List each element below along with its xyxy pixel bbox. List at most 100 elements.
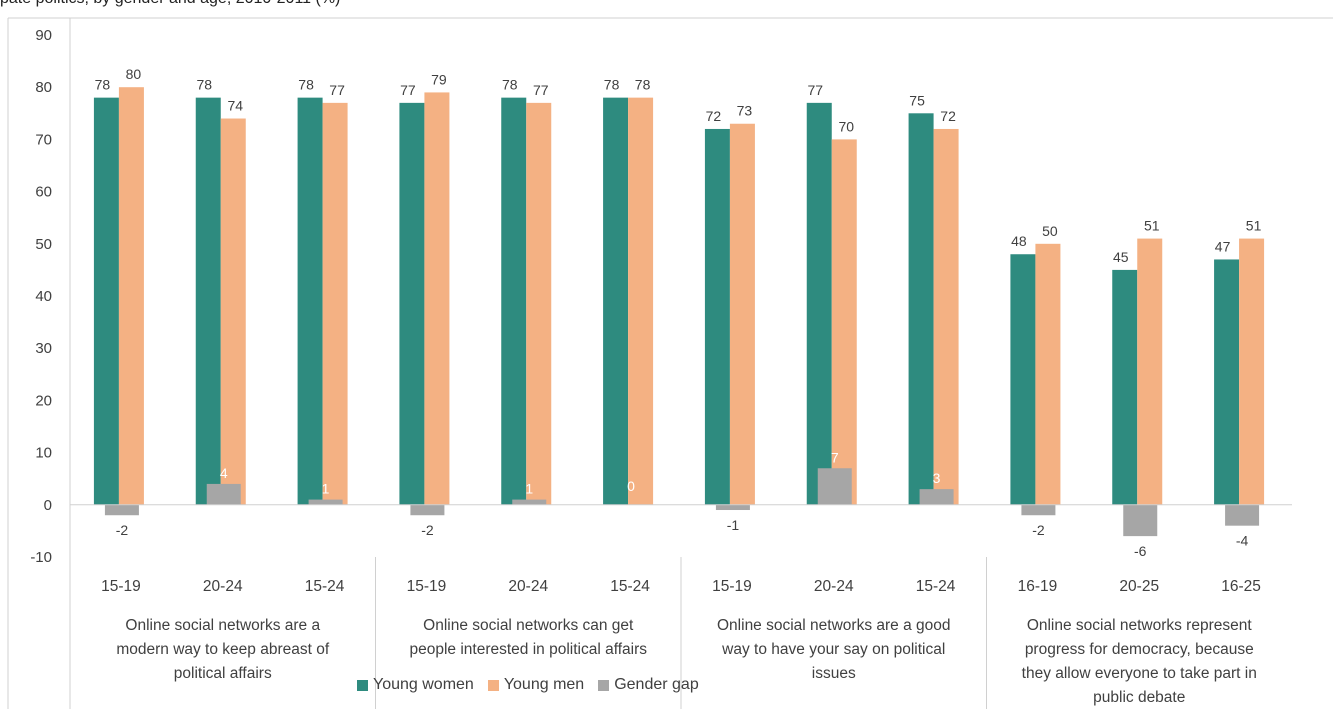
y-tick-label: 80 — [35, 79, 52, 96]
data-label-young-women: 78 — [298, 77, 314, 93]
data-label-gender-gap: 0 — [627, 478, 635, 494]
legend-item: Young men — [487, 676, 585, 694]
x-tick-label: 20-24 — [814, 578, 854, 595]
data-label-young-women: 47 — [1215, 238, 1231, 254]
group-label-line: progress for democracy, because — [1025, 641, 1254, 658]
bar-young-men — [831, 139, 857, 505]
data-label-young-women: 72 — [706, 108, 722, 124]
y-tick-label: 20 — [35, 392, 52, 409]
bar-young-women — [806, 102, 832, 505]
data-label-young-women: 45 — [1113, 249, 1129, 265]
y-tick-label: 60 — [35, 184, 52, 201]
group-label-line: way to have your say on political — [721, 641, 945, 658]
bar-young-men — [220, 118, 246, 505]
bar-young-women — [704, 128, 730, 505]
bar-gender-gap — [410, 504, 445, 516]
group-label-line: political affairs — [174, 665, 272, 682]
y-tick-label: 90 — [35, 27, 52, 44]
bar-gender-gap — [308, 499, 343, 505]
x-tick-label: 15-19 — [712, 578, 752, 595]
bar-gender-gap — [1123, 504, 1158, 537]
data-label-young-men: 70 — [838, 118, 854, 134]
bar-young-women — [603, 97, 629, 505]
data-label-gender-gap: 4 — [220, 465, 228, 481]
bar-gender-gap — [817, 468, 852, 505]
bar-young-women — [501, 97, 527, 505]
legend-swatch — [598, 679, 610, 691]
data-label-young-women: 77 — [400, 82, 416, 98]
x-tick-label: 15-24 — [610, 578, 650, 595]
x-tick-label: 16-19 — [1018, 578, 1058, 595]
bar-gender-gap — [206, 483, 241, 505]
data-label-young-women: 78 — [604, 77, 620, 93]
data-label-young-men: 51 — [1144, 218, 1160, 234]
x-tick-label: 15-24 — [305, 578, 345, 595]
data-label-gender-gap: -2 — [421, 522, 434, 538]
bar-young-men — [628, 97, 654, 505]
y-tick-label: 70 — [35, 131, 52, 148]
x-tick-label: 16-25 — [1221, 578, 1261, 595]
bar-gender-gap — [1225, 504, 1260, 526]
y-tick-label: 10 — [35, 445, 52, 462]
data-label-young-men: 50 — [1042, 223, 1058, 239]
x-tick-label: 20-25 — [1119, 578, 1159, 595]
y-tick-label: -10 — [30, 549, 52, 566]
data-label-gender-gap: -4 — [1236, 533, 1249, 549]
data-label-young-men: 77 — [329, 82, 345, 98]
data-label-young-men: 78 — [635, 77, 651, 93]
data-label-young-men: 77 — [533, 82, 549, 98]
group-label-line: modern way to keep abreast of — [116, 641, 330, 658]
y-tick-label: 30 — [35, 340, 52, 357]
data-label-gender-gap: -6 — [1134, 543, 1147, 559]
y-tick-label: 50 — [35, 236, 52, 253]
x-tick-label: 20-24 — [508, 578, 548, 595]
bar-young-women — [908, 113, 934, 505]
bar-gender-gap — [919, 489, 954, 505]
bar-gender-gap — [1021, 504, 1056, 516]
x-tick-label: 15-19 — [407, 578, 447, 595]
group-label-line: Online social networks are a good — [717, 617, 951, 634]
chart-title-fragment: pate politics, by gender and age, 2010-2… — [0, 0, 340, 8]
bar-young-women — [1010, 254, 1036, 505]
group-label-line: public debate — [1093, 689, 1185, 706]
bar-young-women — [93, 97, 119, 505]
data-label-young-women: 78 — [196, 77, 212, 93]
legend-swatch — [487, 679, 499, 691]
legend-label: Young men — [503, 676, 585, 693]
y-tick-label: 0 — [44, 497, 52, 514]
x-tick-label: 15-24 — [916, 578, 956, 595]
data-label-young-men: 73 — [737, 103, 753, 119]
data-label-young-women: 78 — [95, 77, 111, 93]
data-label-young-men: 74 — [227, 98, 243, 114]
group-label-line: Online social networks can get — [423, 617, 634, 634]
data-label-young-women: 77 — [807, 82, 823, 98]
data-label-gender-gap: -2 — [116, 522, 129, 538]
bar-young-men — [729, 123, 755, 505]
data-label-young-men: 72 — [940, 108, 956, 124]
group-label-line: Online social networks represent — [1027, 617, 1253, 634]
bar-gender-gap — [104, 504, 139, 516]
legend-swatch — [357, 679, 368, 691]
legend: Young women Young men Gender gap — [357, 676, 699, 694]
data-label-gender-gap: -2 — [1032, 522, 1045, 538]
bar-young-women — [195, 97, 221, 505]
legend-item: Gender gap — [598, 676, 699, 694]
bar-young-men — [322, 102, 348, 505]
y-tick-label: 40 — [35, 288, 52, 305]
data-label-gender-gap: 1 — [322, 481, 330, 497]
data-label-gender-gap: -1 — [727, 517, 740, 533]
data-label-gender-gap: 7 — [831, 449, 839, 465]
x-tick-label: 15-19 — [101, 578, 141, 595]
group-label-line: Online social networks are a — [125, 617, 320, 634]
data-label-young-men: 80 — [126, 66, 142, 82]
bar-young-women — [1112, 269, 1138, 505]
legend-label: Gender gap — [614, 676, 699, 693]
bar-young-men — [526, 102, 552, 505]
bar-young-women — [399, 102, 425, 505]
bar-young-men — [933, 128, 959, 505]
bar-young-men — [118, 87, 144, 505]
x-tick-label: 20-24 — [203, 578, 243, 595]
data-label-young-women: 78 — [502, 77, 518, 93]
bar-young-men — [1035, 243, 1061, 505]
